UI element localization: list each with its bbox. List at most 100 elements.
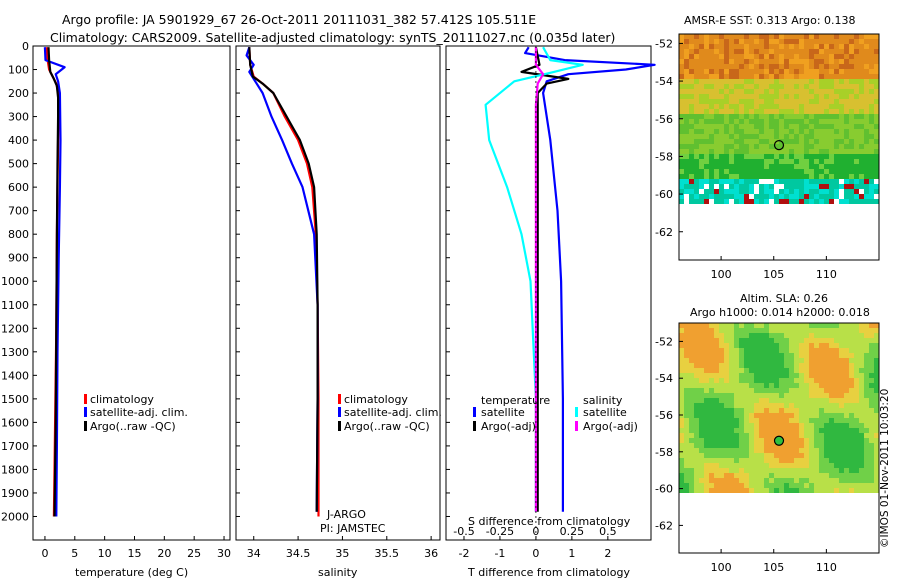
sst-cell [829,104,834,109]
sla-cell [839,338,844,343]
sla-cell [709,363,714,368]
sst-cell [739,189,744,194]
sst-cell [809,139,814,144]
sla-cell [759,418,764,423]
sla-cell [814,338,819,343]
sst-cell [699,124,704,129]
sla-cell [774,453,779,458]
sla-cell [679,333,684,338]
sla-cell [839,388,844,393]
sst-cell [814,144,819,149]
sla-cell [829,478,834,483]
sla-cell [754,418,759,423]
sst-cell [804,114,809,119]
sst-cell [829,74,834,79]
sla-cell [699,373,704,378]
sla-cell [679,483,684,488]
sst-cell [839,84,844,89]
sla-cell [774,418,779,423]
sla-cell [829,333,834,338]
sst-cell [844,124,849,129]
sst-cell [734,104,739,109]
sst-cell [684,69,689,74]
sst-cell [714,49,719,54]
sla-cell [784,378,789,383]
sla-cell [839,433,844,438]
sst-cell [784,199,789,204]
sst-cell [774,59,779,64]
sla-cell [719,328,724,333]
sla-cell [874,403,879,408]
sst-cell [799,79,804,84]
sst-cell [779,109,784,114]
sst-cell [854,149,859,154]
sst-cell [809,89,814,94]
sst-cell [864,179,869,184]
sla-cell [764,368,769,373]
sla-cell [834,463,839,468]
y-tick-label: 1300 [1,346,29,359]
sla-cell [764,343,769,348]
sla-cell [799,348,804,353]
sst-cell [864,199,869,204]
sst-cell [709,139,714,144]
sla-cell [859,463,864,468]
sla-cell [764,443,769,448]
sst-cell [849,174,854,179]
sla-cell [744,353,749,358]
sst-cell [704,69,709,74]
sst-cell [799,154,804,159]
sst-cell [814,109,819,114]
sst-cell [874,129,879,134]
sla-cell [759,378,764,383]
sst-cell [734,89,739,94]
sla-cell [794,483,799,488]
sla-cell [734,448,739,453]
sst-cell [704,189,709,194]
sst-cell [694,99,699,104]
sla-cell [794,338,799,343]
sst-cell [869,69,874,74]
sst-cell [699,199,704,204]
sst-cell [689,174,694,179]
sst-cell [714,84,719,89]
sla-cell [759,453,764,458]
sla-cell [864,373,869,378]
sla-cell [789,338,794,343]
sla-cell [834,413,839,418]
sst-cell [764,149,769,154]
sla-cell [734,428,739,433]
sst-cell [799,189,804,194]
legend-swatch-s-satellite [575,407,578,417]
sst-cell [814,199,819,204]
sst-cell [699,79,704,84]
sst-cell [759,39,764,44]
sla-cell [689,353,694,358]
difference-panel: -2 -1 0 1 2-0.5 -0.25 0 0.25 0.5 [445,45,656,560]
sla-cell [724,373,729,378]
sst-cell [794,159,799,164]
top-tick-label: -0.5 [453,525,474,538]
sst-cell [739,54,744,59]
sla-cell [834,428,839,433]
sst-cell [709,109,714,114]
sla-map-title2: Argo h1000: 0.014 h2000: 0.018 [690,306,870,319]
sla-cell [869,463,874,468]
sla-cell [709,378,714,383]
legend-swatch-argo [338,421,341,431]
sst-cell [699,164,704,169]
sst-cell [814,99,819,104]
sla-cell [769,338,774,343]
sla-cell [829,403,834,408]
sla-cell [744,488,749,493]
sla-cell [724,393,729,398]
sst-cell [739,64,744,69]
sla-cell [739,488,744,493]
sla-cell [759,483,764,488]
sst-cell [679,39,684,44]
sla-cell [864,428,869,433]
sst-cell [719,124,724,129]
sst-cell [814,159,819,164]
sst-cell [794,174,799,179]
sst-cell [729,89,734,94]
